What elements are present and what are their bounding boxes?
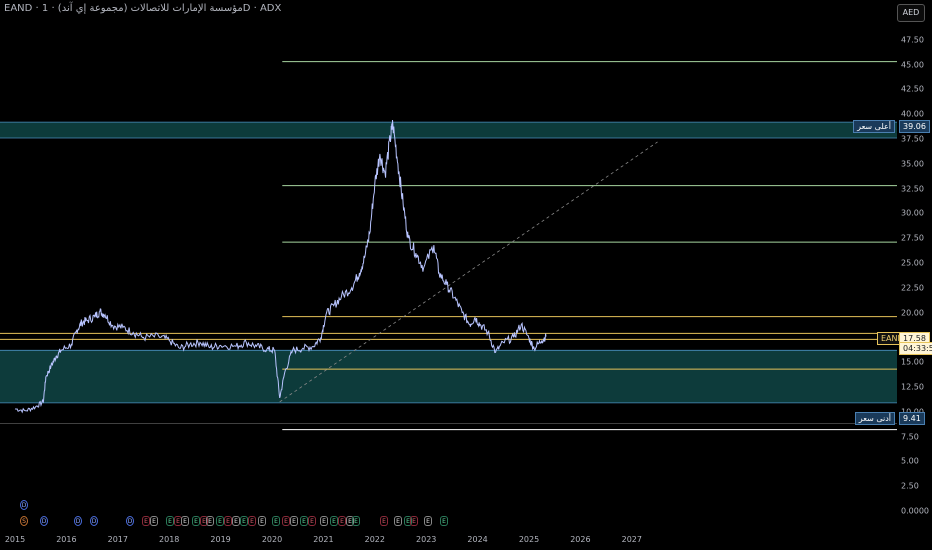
event-marker[interactable]: E bbox=[216, 516, 224, 526]
x-tick-label: 2020 bbox=[261, 535, 283, 544]
y-tick-label: 0.0000 bbox=[901, 506, 929, 516]
y-tick-label: 42.50 bbox=[901, 84, 924, 94]
y-tick-label: 7.50 bbox=[901, 432, 919, 442]
y-tick-label: 10.00 bbox=[901, 407, 924, 416]
y-tick-label: 20.00 bbox=[901, 308, 924, 318]
low-price-label: أدنى سعر bbox=[854, 412, 895, 425]
event-marker[interactable]: E bbox=[410, 516, 418, 526]
x-tick-label: 2018 bbox=[159, 535, 180, 544]
y-tick-label: 15.00 bbox=[901, 357, 924, 367]
event-marker[interactable]: E bbox=[181, 516, 189, 526]
event-marker[interactable]: E bbox=[248, 516, 256, 526]
high-price-label: أعلى سعر bbox=[853, 120, 895, 133]
event-marker[interactable]: E bbox=[150, 516, 158, 526]
event-marker[interactable]: E bbox=[440, 516, 448, 526]
event-marker[interactable]: E bbox=[142, 516, 150, 526]
event-marker[interactable]: E bbox=[206, 516, 214, 526]
low-price-value: 9.41 bbox=[899, 412, 925, 425]
event-marker[interactable]: D bbox=[74, 516, 82, 526]
event-marker[interactable]: E bbox=[338, 516, 346, 526]
x-tick-label: 2026 bbox=[570, 535, 591, 544]
event-marker[interactable]: E bbox=[394, 516, 402, 526]
price-series-line bbox=[14, 119, 547, 414]
x-tick-label: 2023 bbox=[416, 535, 437, 544]
event-marker[interactable]: E bbox=[232, 516, 240, 526]
x-tick-label: 2021 bbox=[313, 535, 334, 544]
y-tick-label: 5.00 bbox=[901, 456, 919, 466]
y-tick-label: 37.50 bbox=[901, 134, 924, 144]
event-marker[interactable]: E bbox=[240, 516, 248, 526]
event-marker[interactable]: E bbox=[380, 516, 388, 526]
event-marker[interactable]: E bbox=[192, 516, 200, 526]
event-marker[interactable]: D bbox=[40, 516, 48, 526]
event-marker[interactable]: E bbox=[346, 516, 354, 526]
countdown-tag: 04:33:59 bbox=[899, 342, 932, 355]
x-tick-label: 2024 bbox=[467, 535, 488, 544]
y-tick-label: 32.50 bbox=[901, 184, 924, 194]
y-tick-label: 30.00 bbox=[901, 208, 924, 218]
event-marker[interactable]: E bbox=[166, 516, 174, 526]
y-tick-label: 47.50 bbox=[901, 35, 924, 45]
x-tick-label: 2016 bbox=[56, 535, 77, 544]
event-marker[interactable]: D bbox=[126, 516, 134, 526]
trend-line bbox=[279, 141, 658, 403]
x-tick-label: 2019 bbox=[210, 535, 231, 544]
y-tick-label: 25.00 bbox=[901, 258, 924, 268]
event-marker[interactable]: E bbox=[290, 516, 298, 526]
x-tick-label: 2017 bbox=[107, 535, 128, 544]
event-marker[interactable]: E bbox=[352, 516, 360, 526]
currency-button[interactable]: AED bbox=[897, 4, 925, 22]
x-tick-label: 2015 bbox=[4, 535, 26, 544]
event-marker[interactable]: E bbox=[320, 516, 328, 526]
event-marker[interactable]: E bbox=[272, 516, 280, 526]
y-tick-label: 45.00 bbox=[901, 60, 924, 70]
price-zone-0 bbox=[0, 122, 897, 139]
high-price-value: 39.06 bbox=[899, 120, 930, 133]
x-tick-label: 2027 bbox=[621, 535, 642, 544]
event-marker[interactable]: E bbox=[200, 516, 208, 526]
y-tick-label: 35.00 bbox=[901, 159, 924, 169]
y-tick-label: 40.00 bbox=[901, 109, 924, 119]
event-marker[interactable]: E bbox=[224, 516, 232, 526]
event-marker[interactable]: E bbox=[404, 516, 412, 526]
event-marker[interactable]: S bbox=[20, 516, 28, 526]
y-tick-label: 2.50 bbox=[901, 481, 919, 491]
y-tick-label: 22.50 bbox=[901, 283, 924, 293]
y-tick-label: 12.50 bbox=[901, 382, 924, 392]
event-marker[interactable]: E bbox=[300, 516, 308, 526]
price-zone-1 bbox=[0, 350, 897, 403]
chart-title: EAND · مؤسسة الإمارات للاتصالات (مجموعة … bbox=[4, 3, 282, 14]
x-tick-label: 2022 bbox=[364, 535, 385, 544]
event-marker[interactable]: E bbox=[308, 516, 316, 526]
event-marker[interactable]: D bbox=[90, 516, 98, 526]
event-marker[interactable]: E bbox=[424, 516, 432, 526]
y-tick-label: 27.50 bbox=[901, 233, 924, 243]
event-marker[interactable]: D bbox=[20, 500, 28, 510]
event-marker[interactable]: E bbox=[258, 516, 266, 526]
event-marker[interactable]: E bbox=[330, 516, 338, 526]
x-tick-label: 2025 bbox=[518, 535, 540, 544]
event-marker[interactable]: E bbox=[282, 516, 290, 526]
